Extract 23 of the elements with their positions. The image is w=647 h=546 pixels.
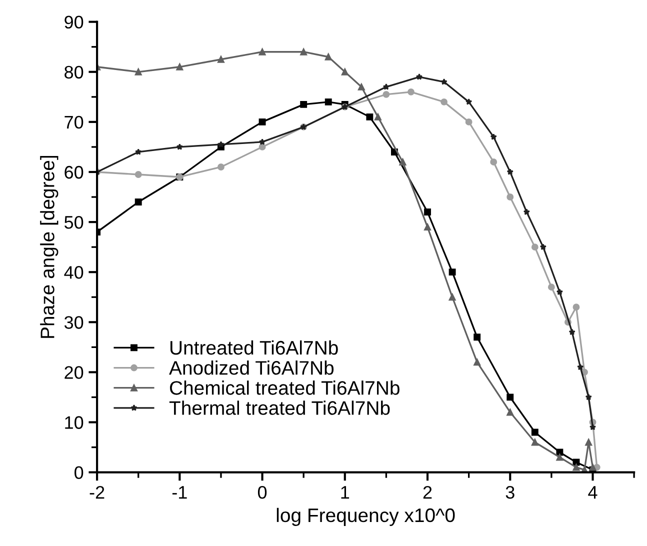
- y-axis-title: Phaze angle [degree]: [40, 156, 58, 338]
- y-tick-label: 0: [74, 466, 84, 480]
- legend-label: Anodized Ti6Al7Nb: [169, 360, 334, 375]
- x-tick-label: 0: [258, 486, 267, 499]
- y-tick-label: 10: [65, 416, 84, 429]
- legend-label: Thermal treated Ti6Al7Nb: [169, 400, 390, 415]
- legend-label: Chemical treated Ti6Al7Nb: [170, 380, 400, 395]
- legend-label: Untreated Ti6Al7Nb: [170, 340, 338, 355]
- y-tick-label: 90: [64, 16, 84, 29]
- x-tick-label: -1: [172, 486, 187, 499]
- x-tick-label: 3: [506, 486, 514, 499]
- x-tick-label: 4: [588, 486, 598, 499]
- x-tick-label: -2: [90, 486, 104, 499]
- x-tick-label: 2: [423, 486, 432, 499]
- y-tick-label: 80: [64, 66, 84, 79]
- x-axis-title: log Frequency x10^0: [276, 508, 455, 526]
- y-tick-label: 30: [64, 316, 84, 329]
- y-tick-label: 60: [64, 166, 84, 179]
- x-tick-label: 1: [341, 486, 350, 499]
- y-tick-label: 40: [64, 266, 84, 279]
- y-tick-label: 70: [64, 116, 84, 129]
- y-tick-label: 50: [64, 216, 84, 229]
- y-tick-label: 20: [64, 366, 84, 379]
